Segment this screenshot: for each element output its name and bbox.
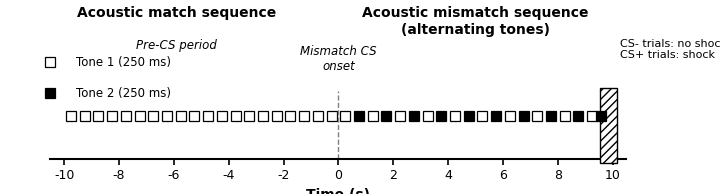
Text: CS- trials: no shock
CS+ trials: shock: CS- trials: no shock CS+ trials: shock (621, 39, 720, 60)
Text: Mismatch CS
onset: Mismatch CS onset (300, 45, 377, 73)
X-axis label: Time (s): Time (s) (307, 188, 370, 194)
Text: Acoustic match sequence: Acoustic match sequence (77, 6, 276, 20)
Bar (600, 87, 617, 163)
Text: Tone 1 (250 ms): Tone 1 (250 ms) (76, 55, 171, 69)
Text: Pre-CS period: Pre-CS period (136, 39, 217, 52)
Text: Tone 2 (250 ms): Tone 2 (250 ms) (76, 87, 171, 100)
Text: Acoustic mismatch sequence
(alternating tones): Acoustic mismatch sequence (alternating … (362, 6, 588, 37)
